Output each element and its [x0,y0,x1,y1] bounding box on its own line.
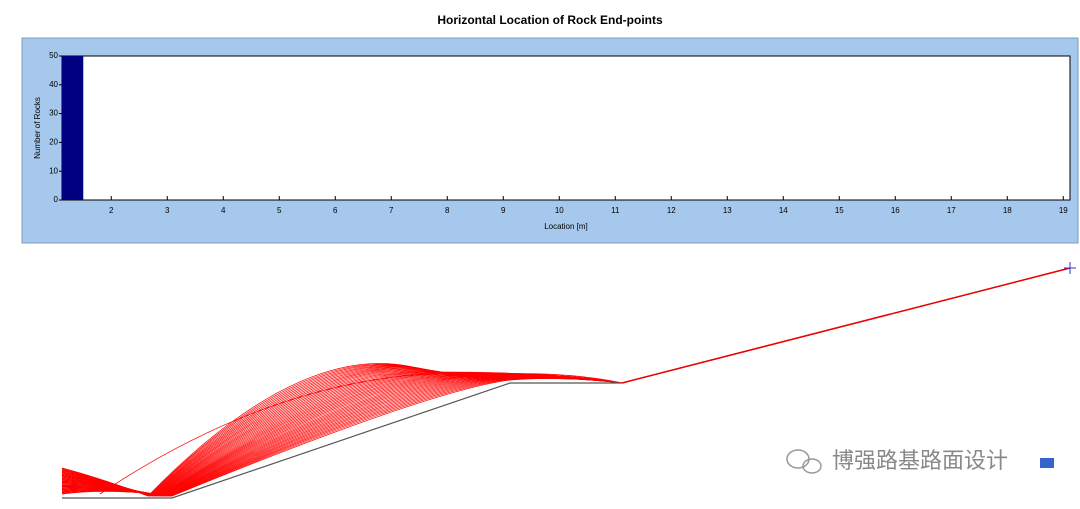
x-tick-label: 4 [221,206,226,215]
x-tick-label: 11 [611,206,620,215]
toolbar-icon[interactable] [1040,458,1054,468]
bar [62,56,84,200]
trajectory [152,367,623,497]
x-tick-label: 19 [1059,206,1068,215]
x-tick-label: 9 [501,206,506,215]
trajectory [169,377,623,497]
trajectory [169,377,623,497]
x-tick-label: 14 [779,206,788,215]
trajectory [171,378,623,497]
x-tick-label: 15 [835,206,844,215]
y-tick-label: 50 [49,51,58,60]
y-axis-label: Number of Rocks [33,97,42,159]
x-tick-label: 8 [445,206,450,215]
x-axis-label: Location [m] [544,222,588,231]
x-tick-label: 7 [389,206,394,215]
y-tick-label: 40 [49,80,58,89]
trajectory [157,371,623,497]
trajectory [154,369,623,497]
trajectory-view [61,363,623,497]
trajectory [61,491,173,497]
y-tick-label: 0 [54,195,59,204]
watermark-icon [786,449,822,474]
x-tick-label: 17 [947,206,956,215]
chart-title: Horizontal Location of Rock End-points [437,13,663,27]
y-tick-label: 30 [49,109,58,118]
x-tick-label: 18 [1003,206,1012,215]
trajectory [99,372,623,495]
trajectory [621,267,1071,384]
y-tick-label: 10 [49,166,58,175]
trajectory [158,373,623,497]
y-tick-label: 20 [49,138,58,147]
plot-area [61,55,1071,201]
x-tick-label: 6 [333,206,338,215]
x-tick-label: 13 [723,206,732,215]
trajectory [165,376,623,497]
x-tick-label: 3 [165,206,170,215]
x-tick-label: 12 [667,206,676,215]
x-tick-label: 16 [891,206,900,215]
x-tick-label: 2 [109,206,114,215]
watermark: 博强路基路面设计 [832,449,1008,474]
trajectory [151,367,623,497]
x-tick-label: 10 [555,206,564,215]
seeder [1064,262,1076,274]
x-tick-label: 5 [277,206,282,215]
